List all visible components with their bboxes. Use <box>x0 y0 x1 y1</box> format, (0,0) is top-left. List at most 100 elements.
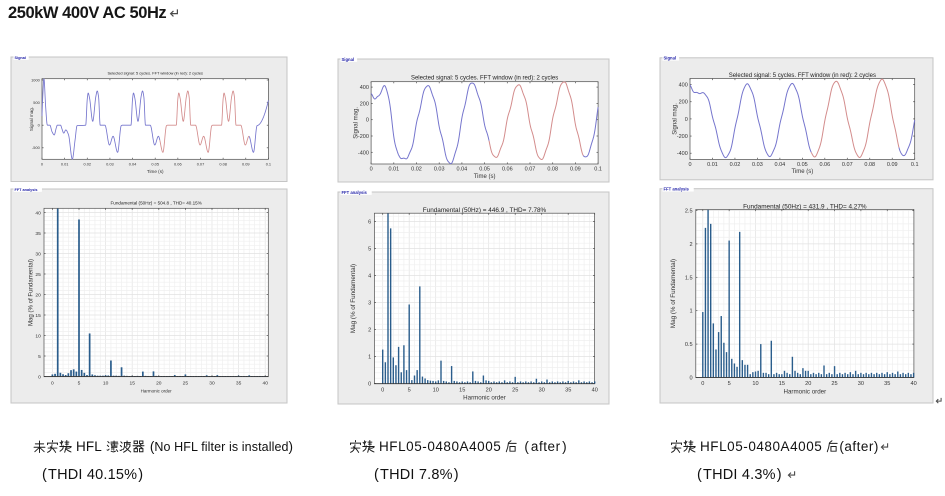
svg-text:0.01: 0.01 <box>707 162 718 168</box>
svg-text:Fundamental (50Hz) = 446.9 , T: Fundamental (50Hz) = 446.9 , THD= 7.78% <box>423 207 547 214</box>
svg-text:35: 35 <box>565 387 571 393</box>
svg-text:0: 0 <box>41 162 44 167</box>
svg-text:200: 200 <box>360 101 369 107</box>
svg-text:1000: 1000 <box>31 77 40 82</box>
svg-text:0.1: 0.1 <box>594 166 602 172</box>
svg-text:1: 1 <box>368 355 371 361</box>
svg-text:400: 400 <box>360 85 369 91</box>
svg-text:20: 20 <box>35 292 41 298</box>
svg-text:Harmonic order: Harmonic order <box>784 388 827 395</box>
svg-text:30: 30 <box>209 380 215 386</box>
svg-text:500: 500 <box>33 100 40 105</box>
svg-text:0.07: 0.07 <box>525 166 536 172</box>
svg-text:0: 0 <box>689 376 692 382</box>
svg-text:Mag (% of Fundamental): Mag (% of Fundamental) <box>350 264 357 333</box>
svg-text:Harmonic order: Harmonic order <box>463 395 506 402</box>
svg-text:0.04: 0.04 <box>129 162 137 167</box>
svg-text:0.1: 0.1 <box>911 162 919 168</box>
svg-text:0.02: 0.02 <box>83 162 91 167</box>
svg-text:200: 200 <box>679 100 688 106</box>
svg-text:4: 4 <box>368 274 371 280</box>
svg-text:35: 35 <box>884 381 890 387</box>
svg-text:400: 400 <box>679 83 688 89</box>
svg-text:15: 15 <box>459 387 465 393</box>
svg-text:Time (s): Time (s) <box>791 169 813 175</box>
svg-text:3: 3 <box>368 301 371 307</box>
svg-text:15: 15 <box>35 313 41 319</box>
svg-text:0.04: 0.04 <box>457 166 468 172</box>
svg-text:Time (s): Time (s) <box>474 174 496 180</box>
svg-text:0.05: 0.05 <box>479 166 490 172</box>
svg-text:FFT analysis: FFT analysis <box>664 187 690 192</box>
svg-text:6: 6 <box>368 220 371 226</box>
svg-text:0: 0 <box>366 118 369 124</box>
svg-text:0.07: 0.07 <box>842 162 853 168</box>
svg-text:Fundamental (50Hz) = 504.8 , T: Fundamental (50Hz) = 504.8 , THD= 40.15% <box>110 201 201 206</box>
svg-text:35: 35 <box>35 231 41 237</box>
svg-text:0.03: 0.03 <box>106 162 114 167</box>
svg-text:0: 0 <box>370 166 373 172</box>
svg-text:Selected signal: 5 cycles. FFT: Selected signal: 5 cycles. FFT window (i… <box>729 73 876 79</box>
svg-text:Mag (% of Fundamental): Mag (% of Fundamental) <box>670 259 677 328</box>
svg-text:0.09: 0.09 <box>242 162 250 167</box>
svg-text:0.09: 0.09 <box>887 162 898 168</box>
svg-text:Selected signal: 5 cycles. FFT: Selected signal: 5 cycles. FFT window (i… <box>411 76 558 82</box>
svg-text:0.06: 0.06 <box>819 162 830 168</box>
svg-text:25: 25 <box>512 387 518 393</box>
svg-text:25: 25 <box>831 381 837 387</box>
svg-text:0.06: 0.06 <box>174 162 182 167</box>
svg-text:-200: -200 <box>677 134 688 140</box>
svg-text:2: 2 <box>368 328 371 334</box>
svg-text:5: 5 <box>408 387 411 393</box>
svg-text:0.02: 0.02 <box>411 166 422 172</box>
svg-text:40: 40 <box>910 381 916 387</box>
svg-text:0.01: 0.01 <box>61 162 69 167</box>
svg-text:Mag (% of Fundamental): Mag (% of Fundamental) <box>28 259 35 326</box>
svg-text:-400: -400 <box>677 151 688 157</box>
svg-text:Signal mag.: Signal mag. <box>354 107 360 139</box>
svg-text:40: 40 <box>35 210 41 216</box>
svg-text:1.5: 1.5 <box>685 275 693 281</box>
svg-text:5: 5 <box>728 381 731 387</box>
svg-text:10: 10 <box>752 381 758 387</box>
svg-text:5: 5 <box>368 247 371 253</box>
svg-text:30: 30 <box>35 251 41 257</box>
svg-text:0: 0 <box>685 117 688 123</box>
svg-text:Signal: Signal <box>664 56 677 61</box>
svg-text:0.06: 0.06 <box>502 166 513 172</box>
svg-text:0.09: 0.09 <box>570 166 581 172</box>
svg-text:10: 10 <box>433 387 439 393</box>
svg-text:10: 10 <box>103 380 109 386</box>
svg-text:5: 5 <box>38 354 41 360</box>
svg-text:40: 40 <box>262 380 268 386</box>
svg-text:0: 0 <box>701 381 704 387</box>
svg-text:35: 35 <box>236 380 242 386</box>
svg-text:0.5: 0.5 <box>685 342 693 348</box>
svg-text:30: 30 <box>858 381 864 387</box>
svg-text:0.05: 0.05 <box>797 162 808 168</box>
svg-text:0.03: 0.03 <box>434 166 445 172</box>
svg-text:0.08: 0.08 <box>219 162 227 167</box>
svg-text:0.01: 0.01 <box>388 166 399 172</box>
svg-text:30: 30 <box>539 387 545 393</box>
svg-text:40: 40 <box>592 387 598 393</box>
svg-text:0.03: 0.03 <box>752 162 763 168</box>
svg-text:2.5: 2.5 <box>685 209 693 215</box>
svg-text:0: 0 <box>38 374 41 380</box>
svg-text:Signal mag.: Signal mag. <box>29 107 34 131</box>
svg-text:Signal: Signal <box>342 57 355 62</box>
svg-text:Signal: Signal <box>15 56 26 60</box>
svg-text:15: 15 <box>129 380 135 386</box>
svg-text:0.1: 0.1 <box>266 162 271 167</box>
svg-text:15: 15 <box>779 381 785 387</box>
svg-text:Signal mag.: Signal mag. <box>673 103 679 135</box>
svg-text:10: 10 <box>35 333 41 339</box>
svg-text:0.08: 0.08 <box>547 166 558 172</box>
svg-text:20: 20 <box>486 387 492 393</box>
svg-text:0.04: 0.04 <box>775 162 786 168</box>
svg-text:0.08: 0.08 <box>864 162 875 168</box>
svg-text:0: 0 <box>688 162 691 168</box>
svg-text:0.05: 0.05 <box>151 162 159 167</box>
svg-text:FFT analysis: FFT analysis <box>15 188 38 192</box>
svg-text:-400: -400 <box>358 150 369 156</box>
